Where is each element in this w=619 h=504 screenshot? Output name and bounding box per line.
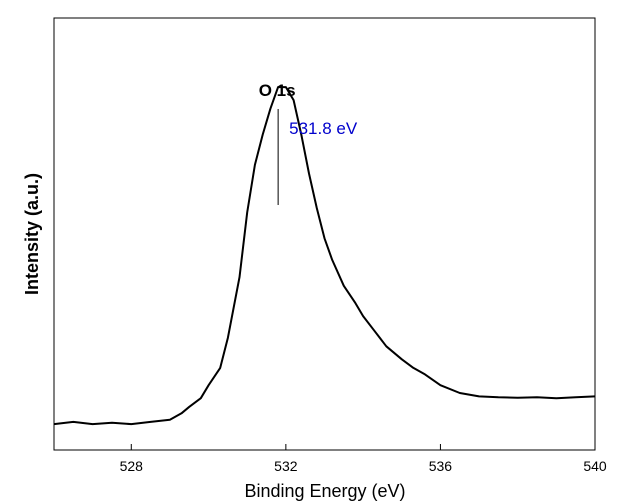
plot-frame	[53, 17, 596, 451]
x-tick-label: 540	[583, 458, 607, 474]
peak-value-label: 531.8 eV	[289, 119, 358, 138]
y-axis-title: Intensity (a.u.)	[22, 173, 42, 295]
x-axis-title: Binding Energy (eV)	[244, 481, 405, 501]
x-axis-ticks: 528 532 536 540	[120, 444, 607, 474]
peak-title: O 1s	[259, 81, 296, 100]
o1s-spectrum-line	[53, 86, 596, 426]
x-tick-label: 536	[429, 458, 453, 474]
x-tick-label: 532	[274, 458, 298, 474]
x-tick-label: 528	[120, 458, 144, 474]
